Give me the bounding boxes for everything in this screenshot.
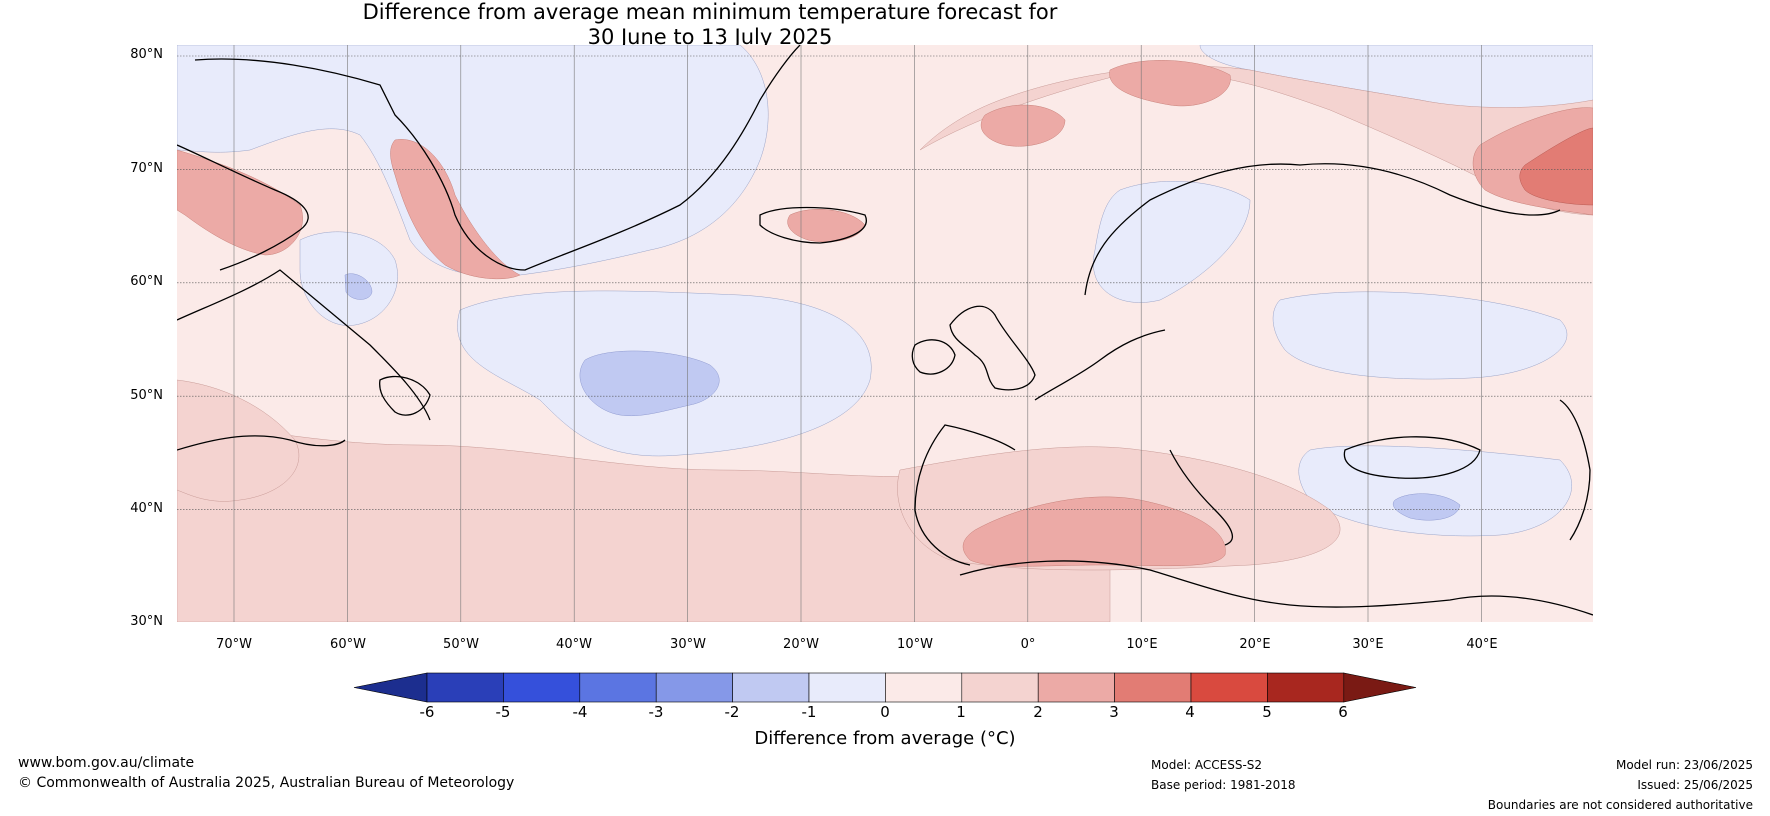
colorbar-tick-label: -1 xyxy=(801,703,817,721)
lon-label-30e: 30°E xyxy=(1352,637,1384,652)
lon-label-30w: 30°W xyxy=(670,637,706,652)
colorbar-tick-label: 0 xyxy=(880,703,890,721)
colorbar-segment xyxy=(961,672,1039,703)
footer-model-run: Model run: 23/06/2025 xyxy=(1615,758,1753,772)
coastline-greenland xyxy=(194,45,801,271)
anomaly-baffin-warmer xyxy=(177,149,303,256)
title-line-1: Difference from average mean minimum tem… xyxy=(362,0,1058,24)
coastline-baffin xyxy=(177,144,309,271)
lat-label-60n: 60°N xyxy=(130,274,163,289)
colorbar-tick-label: -3 xyxy=(648,703,664,721)
coastline-europe-west xyxy=(914,329,1166,566)
anomaly-gulf-warm xyxy=(177,379,300,502)
lon-label-0: 0° xyxy=(1020,637,1036,652)
colorbar-segment xyxy=(885,672,963,703)
colorbar-extension-high xyxy=(1343,672,1417,703)
colorbar-tick-label: 4 xyxy=(1185,703,1195,721)
colorbar-segment xyxy=(1190,672,1268,703)
coastline-italy xyxy=(1169,449,1234,546)
lat-label-70n: 70°N xyxy=(130,161,163,176)
footer-copyright: © Commonwealth of Australia 2025, Austra… xyxy=(18,775,515,791)
anomaly-labrador-cooler xyxy=(344,273,373,300)
coastline-iceland xyxy=(759,206,867,244)
graticule xyxy=(177,45,1593,622)
colorbar-tick-label: -4 xyxy=(572,703,588,721)
anomaly-mediterranean-warmer xyxy=(962,496,1226,567)
anomaly-svalbard-warmer xyxy=(1109,60,1231,107)
lat-label-30n: 30°N xyxy=(130,614,163,629)
lat-label-40n: 40°N xyxy=(130,501,163,516)
anomaly-caspian-cooler xyxy=(1392,493,1461,521)
lon-label-10w: 10°W xyxy=(897,637,933,652)
colorbar-extension-low xyxy=(353,672,428,703)
coastline-britain xyxy=(949,305,1036,391)
colorbar-tick-label: 5 xyxy=(1262,703,1272,721)
coastline-caspian xyxy=(1559,399,1591,541)
colorbar xyxy=(353,672,1417,703)
lon-label-40e: 40°E xyxy=(1466,637,1498,652)
lon-label-20e: 20°E xyxy=(1239,637,1271,652)
map-area xyxy=(177,45,1593,622)
colorbar-title: Difference from average (°C) xyxy=(754,728,1016,749)
lon-label-50w: 50°W xyxy=(443,637,479,652)
colorbar-segment xyxy=(503,672,581,703)
colorbar-tick-label: -6 xyxy=(419,703,435,721)
anomaly-eastern-europe-cool xyxy=(1272,291,1567,380)
colorbar-segment xyxy=(808,672,886,703)
coastline-newfoundland xyxy=(379,375,431,416)
colorbar-tick-label: 3 xyxy=(1109,703,1119,721)
coastlines xyxy=(177,45,1593,616)
footer-issued: Issued: 25/06/2025 xyxy=(1637,778,1753,792)
coastline-nova-scotia xyxy=(177,435,346,451)
coastline-north-africa xyxy=(959,560,1593,616)
lon-label-70w: 70°W xyxy=(216,637,252,652)
footer-base-period: Base period: 1981-2018 xyxy=(1151,778,1296,792)
anomaly-iceland-warmer xyxy=(787,209,866,243)
lat-label-80n: 80°N xyxy=(130,47,163,62)
colorbar-segment xyxy=(1037,672,1115,703)
lon-label-20w: 20°W xyxy=(783,637,819,652)
anomaly-kara-sea-warmest xyxy=(1519,127,1593,206)
colorbar-segment xyxy=(579,672,657,703)
colorbar-segment xyxy=(1267,672,1345,703)
colorbar-tick-label: -5 xyxy=(495,703,511,721)
footer-disclaimer: Boundaries are not considered authoritat… xyxy=(1487,798,1753,812)
colorbar-segment xyxy=(732,672,810,703)
colorbar-tick-label: 2 xyxy=(1033,703,1043,721)
anomaly-greenland-coast-warmer xyxy=(390,139,521,280)
footer-model: Model: ACCESS-S2 xyxy=(1151,758,1263,772)
lon-label-60w: 60°W xyxy=(330,637,366,652)
colorbar-tick-label: -2 xyxy=(724,703,740,721)
coastline-ireland xyxy=(911,339,956,375)
map-title: Difference from average mean minimum tem… xyxy=(0,0,1420,50)
lon-label-10e: 10°E xyxy=(1126,637,1158,652)
lon-label-40w: 40°W xyxy=(556,637,592,652)
anomaly-scandinavia-cool xyxy=(1093,181,1251,303)
footer-website: www.bom.gov.au/climate xyxy=(18,755,195,771)
anomaly-norwegian-sea-warmer xyxy=(980,104,1066,147)
coastline-black-sea xyxy=(1343,436,1481,479)
colorbar-tick-label: 1 xyxy=(956,703,966,721)
colorbar-tick-label: 6 xyxy=(1338,703,1348,721)
colorbar-segment xyxy=(655,672,733,703)
coastline-scandinavia xyxy=(1084,163,1561,296)
lat-label-50n: 50°N xyxy=(130,388,163,403)
colorbar-segment xyxy=(426,672,504,703)
anomaly-atlantic-cooler xyxy=(579,350,720,417)
colorbar-segment xyxy=(1114,672,1192,703)
coastline-labrador xyxy=(177,269,431,421)
